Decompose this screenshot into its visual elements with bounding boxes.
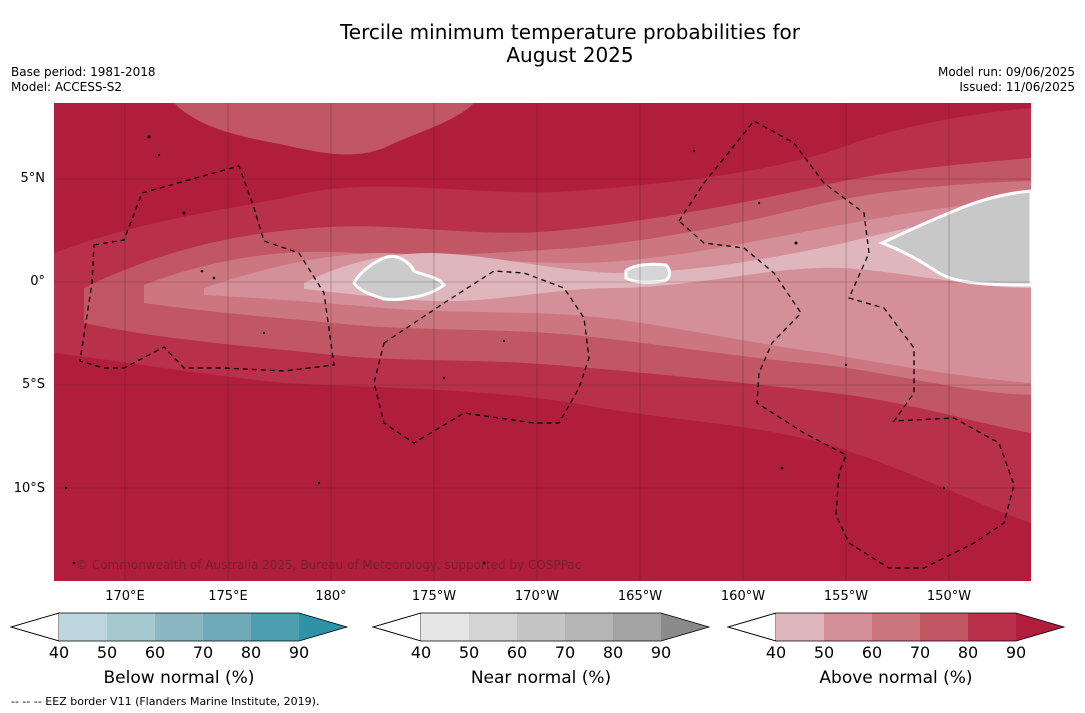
lon-label-160w: 160°W <box>720 589 766 604</box>
probability-map[interactable] <box>54 103 1031 581</box>
base-period: Base period: 1981-2018 <box>11 65 156 79</box>
cb-below-tick-90: 90 <box>288 643 310 662</box>
colorbar-below-normal <box>10 612 349 642</box>
cb-above-tick-80: 80 <box>957 643 979 662</box>
cb-near-tick-70: 70 <box>554 643 576 662</box>
eez-border-west <box>79 165 335 372</box>
issued-date: Issued: 11/06/2025 <box>959 80 1075 94</box>
colorbar-near-segment-2 <box>469 613 517 641</box>
cb-near-tick-50: 50 <box>458 643 480 662</box>
chart-title: Tercile minimum temperature probabilitie… <box>0 21 1085 67</box>
model-run: Model run: 09/06/2025 <box>937 65 1075 79</box>
contour-band-50 <box>204 199 1031 383</box>
colorbar-below-segment-2 <box>107 613 155 641</box>
colorbar-above-normal <box>727 612 1066 642</box>
eez-borders <box>79 120 1015 569</box>
colorbar-below-segment-5 <box>251 613 299 641</box>
map-canvas <box>54 103 1031 581</box>
colorbar-near-segment-1 <box>421 613 469 641</box>
cb-below-tick-80: 80 <box>240 643 262 662</box>
colorbar-above-segment-3 <box>872 613 920 641</box>
lon-label-175w: 175°W <box>411 589 457 604</box>
title-line-1: Tercile minimum temperature probabilitie… <box>339 20 801 44</box>
colorbar-title-below: Below normal (%) <box>103 668 255 688</box>
cb-above-tick-60: 60 <box>861 643 883 662</box>
colorbar-title-above: Above normal (%) <box>819 668 973 688</box>
lat-label-10s: 10°S <box>13 481 45 496</box>
colorbar-above-segment-4 <box>920 613 968 641</box>
colorbar-above-segment-2 <box>824 613 872 641</box>
copyright-note: © Commonwealth of Australia 2025, Bureau… <box>76 558 582 572</box>
colorbar-near-arrow <box>661 613 709 641</box>
lat-label-0: 0° <box>30 274 45 289</box>
lon-label-155w: 155°W <box>823 589 869 604</box>
lon-label-170w: 170°W <box>514 589 560 604</box>
cb-above-tick-50: 50 <box>813 643 835 662</box>
colorbar-near-segment-4 <box>565 613 613 641</box>
colorbar-below-arrow <box>299 613 347 641</box>
lat-label-5n: 5°N <box>20 171 46 186</box>
near-normal-patch-east <box>878 189 1031 287</box>
lat-label-5s: 5°S <box>21 377 45 392</box>
colorbar-above-arrow <box>1016 613 1064 641</box>
colorbar-near-segment-3 <box>517 613 565 641</box>
lon-label-150w: 150°W <box>926 589 972 604</box>
lon-label-170e: 170°E <box>105 589 145 604</box>
colorbar-title-near: Near normal (%) <box>470 668 612 688</box>
cb-below-tick-40: 40 <box>48 643 70 662</box>
lon-label-180: 180° <box>315 589 347 604</box>
title-line-2: August 2025 <box>506 43 634 67</box>
cb-near-tick-40: 40 <box>410 643 432 662</box>
eez-footnote: -- -- -- EEZ border V11 (Flanders Marine… <box>11 695 320 708</box>
colorbar-below-segment-3 <box>155 613 203 641</box>
cb-near-tick-80: 80 <box>602 643 624 662</box>
eez-border-east <box>678 120 1015 569</box>
cb-below-tick-60: 60 <box>144 643 166 662</box>
islands <box>64 135 946 565</box>
colorbar-near-normal <box>372 612 711 642</box>
contour-band-40 <box>304 208 1031 302</box>
lon-label-165w: 165°W <box>617 589 663 604</box>
colorbar-above-segment-5 <box>968 613 1016 641</box>
colorbar-below-segment-4 <box>203 613 251 641</box>
cb-above-tick-70: 70 <box>909 643 931 662</box>
model-name: Model: ACCESS-S2 <box>11 80 123 94</box>
near-normal-patch-west <box>352 255 446 301</box>
near-normal-patch-mid <box>624 262 672 284</box>
colorbar-above-segment-1 <box>776 613 824 641</box>
meta-right: Model run: 09/06/2025 Issued: 11/06/2025 <box>938 65 1075 95</box>
lon-label-175e: 175°E <box>208 589 248 604</box>
cb-above-tick-40: 40 <box>765 643 787 662</box>
cb-near-tick-90: 90 <box>650 643 672 662</box>
cb-below-tick-70: 70 <box>192 643 214 662</box>
cb-near-tick-60: 60 <box>506 643 528 662</box>
gridlines <box>54 103 1031 581</box>
meta-left: Base period: 1981-2018 Model: ACCESS-S2 <box>11 65 156 95</box>
colorbar-near-segment-5 <box>613 613 661 641</box>
cb-above-tick-90: 90 <box>1005 643 1027 662</box>
contour-top-patch <box>174 103 474 155</box>
colorbar-below-segment-1 <box>59 613 107 641</box>
cb-below-tick-50: 50 <box>96 643 118 662</box>
